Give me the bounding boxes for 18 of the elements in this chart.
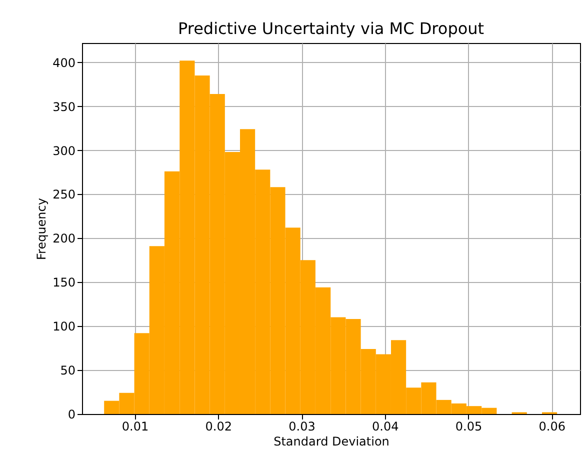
x-tick-label: 0.06 [538, 420, 566, 434]
x-tick-label: 0.03 [288, 420, 316, 434]
y-tick-label: 0 [68, 408, 76, 422]
y-tick-label: 250 [52, 188, 76, 202]
x-tick-label: 0.05 [455, 420, 482, 434]
y-tick-label: 400 [52, 56, 76, 70]
y-tick-label: 200 [52, 232, 76, 246]
x-tick-label: 0.01 [122, 420, 149, 434]
x-axis-title: Standard Deviation [274, 434, 390, 448]
x-tick-label: 0.02 [205, 420, 232, 434]
y-tick-label: 350 [52, 100, 76, 114]
chart-title: Predictive Uncertainty via MC Dropout [178, 19, 484, 38]
x-tick-label: 0.04 [372, 420, 399, 434]
y-tick-label: 300 [52, 144, 76, 158]
y-tick-label: 50 [60, 364, 76, 378]
y-tick-label: 100 [52, 320, 76, 334]
y-axis-title: Frequency [34, 198, 49, 260]
y-tick-label: 150 [52, 276, 76, 290]
